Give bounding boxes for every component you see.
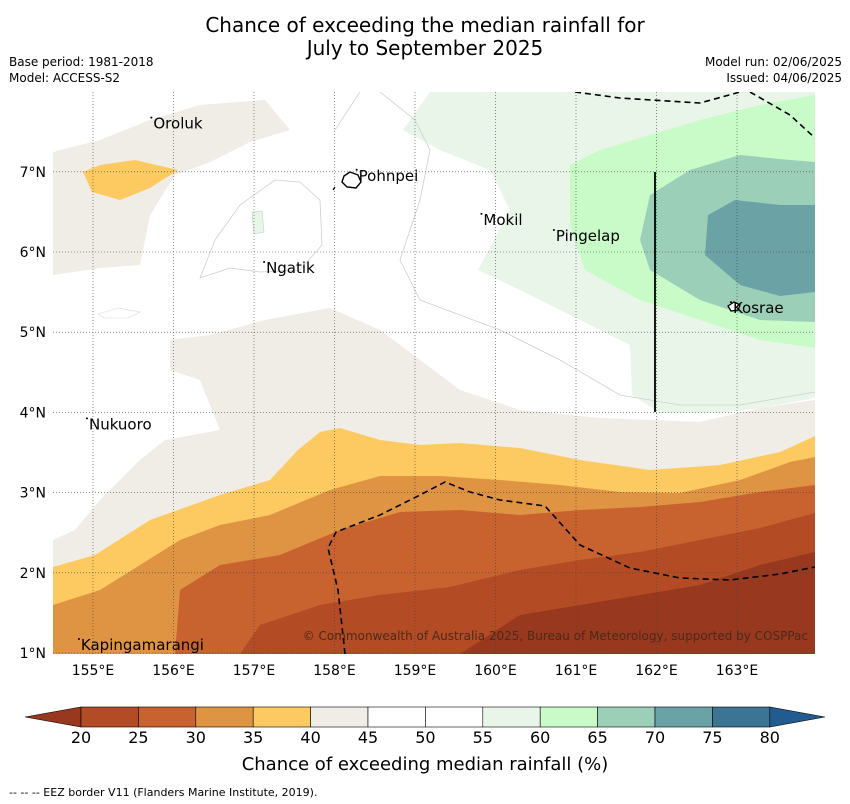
place-marker — [263, 261, 266, 264]
place-label-kapingamarangi: Kapingamarangi — [81, 636, 204, 654]
graticule — [53, 92, 815, 654]
colorbar-segment — [654, 706, 713, 728]
place-marker — [480, 212, 483, 215]
eez-border-north — [574, 92, 815, 139]
colorbar-tick: 70 — [644, 728, 666, 747]
place-label-pohnpei: Pohnpei — [359, 167, 419, 185]
contour-50b — [334, 92, 815, 406]
lon-tick-label: 159°E — [394, 663, 437, 679]
eez-border-south — [327, 481, 815, 654]
place-label-nukuoro: Nukuoro — [89, 415, 152, 433]
colorbar-segment — [482, 706, 541, 728]
colorbar-tick: 65 — [587, 728, 608, 747]
lon-tick-label: 158°E — [313, 663, 356, 679]
colorbar-segment — [597, 706, 656, 728]
lon-tick-label: 160°E — [474, 663, 517, 679]
colorbar-tick: 20 — [70, 728, 92, 747]
lon-tick-label: 155°E — [72, 663, 115, 679]
colorbar-tick: 35 — [243, 728, 264, 747]
place-marker — [150, 116, 153, 119]
colorbar-segment — [138, 706, 197, 728]
place-label-ngatik: Ngatik — [266, 259, 315, 277]
issued-date: Issued: 04/06/2025 — [726, 71, 842, 85]
model-run: Model run: 02/06/2025 — [704, 55, 842, 69]
colorbar-tick: 45 — [357, 728, 379, 747]
colorbar-extend-high — [769, 706, 826, 728]
colorbar-tick-labels: 20 25 30 35 40 45 50 55 60 65 70 75 80 — [0, 728, 850, 750]
colorbar-title: Chance of exceeding median rainfall (%) — [241, 754, 609, 775]
map-title: Chance of exceeding the median rainfall … — [0, 14, 850, 60]
eez-footnote: -- -- -- EEZ border V11 (Flanders Marine… — [9, 786, 318, 799]
lon-tick-label: 161°E — [555, 663, 598, 679]
band-35-40-north — [83, 160, 178, 200]
lat-tick-label: 1°N — [20, 646, 46, 662]
band-40-45-north — [53, 100, 290, 275]
lat-tick-label: 6°N — [20, 245, 46, 261]
lat-tick-label: 3°N — [20, 486, 46, 502]
colorbar-tick: 25 — [128, 728, 149, 747]
colorbar-tick: 30 — [185, 728, 206, 747]
pohnpei-islet-icon — [332, 186, 336, 191]
kosrae-island-icon — [727, 301, 741, 312]
metadata-right: Model run: 02/06/2025 Issued: 04/06/2025 — [705, 54, 842, 86]
place-marker — [85, 417, 88, 420]
title-line-2: July to September 2025 — [306, 36, 544, 60]
place-label-pingelap: Pingelap — [556, 227, 620, 245]
lat-tick-label: 2°N — [20, 566, 46, 582]
lon-tick-label: 162°E — [635, 663, 678, 679]
small-white-patch — [97, 307, 141, 319]
model-name: Model: ACCESS-S2 — [9, 71, 121, 85]
colorbar-tick: 50 — [415, 728, 436, 747]
colorbar-segment — [252, 706, 311, 728]
colorbar-segment — [80, 706, 139, 728]
place-marker — [355, 168, 358, 171]
colorbar-tick: 40 — [300, 728, 321, 747]
colorbar-extend-low — [24, 706, 82, 728]
lon-tick-label: 156°E — [152, 663, 195, 679]
base-period: Base period: 1981-2018 — [9, 55, 154, 69]
band-below-20 — [460, 552, 815, 654]
title-line-1: Chance of exceeding the median rainfall … — [205, 13, 645, 37]
colorbar-tick: 75 — [702, 728, 723, 747]
colorbar-segment — [712, 706, 771, 728]
colorbar-segment — [425, 706, 484, 728]
place-marker — [552, 228, 555, 231]
copyright-notice: © Commonwealth of Australia 2025, Bureau… — [303, 629, 808, 643]
small-green-patch — [251, 210, 265, 235]
place-label-kosrae: Kosrae — [733, 299, 784, 317]
lat-tick-label: 5°N — [20, 325, 46, 341]
colorbar-tick: 80 — [759, 728, 780, 747]
lat-tick-label: 7°N — [20, 165, 46, 181]
place-label-mokil: Mokil — [483, 211, 522, 229]
lat-tick-label: 4°N — [20, 405, 46, 421]
contour-50 — [199, 179, 323, 279]
colorbar-segment — [539, 706, 598, 728]
place-label-oroluk: Oroluk — [153, 115, 202, 133]
pohnpei-island-icon — [341, 171, 362, 189]
colorbar-tick: 60 — [530, 728, 551, 747]
colorbar-segment — [195, 706, 254, 728]
place-marker — [729, 301, 732, 304]
lon-tick-label: 157°E — [233, 663, 276, 679]
metadata-left: Base period: 1981-2018 Model: ACCESS-S2 — [9, 54, 154, 86]
place-marker — [77, 637, 80, 640]
colorbar — [24, 706, 826, 728]
band-70-75 — [705, 200, 815, 296]
colorbar-segment — [310, 706, 369, 728]
colorbar-segment — [367, 706, 426, 728]
lon-tick-label: 163°E — [716, 663, 759, 679]
colorbar-tick: 55 — [472, 728, 493, 747]
